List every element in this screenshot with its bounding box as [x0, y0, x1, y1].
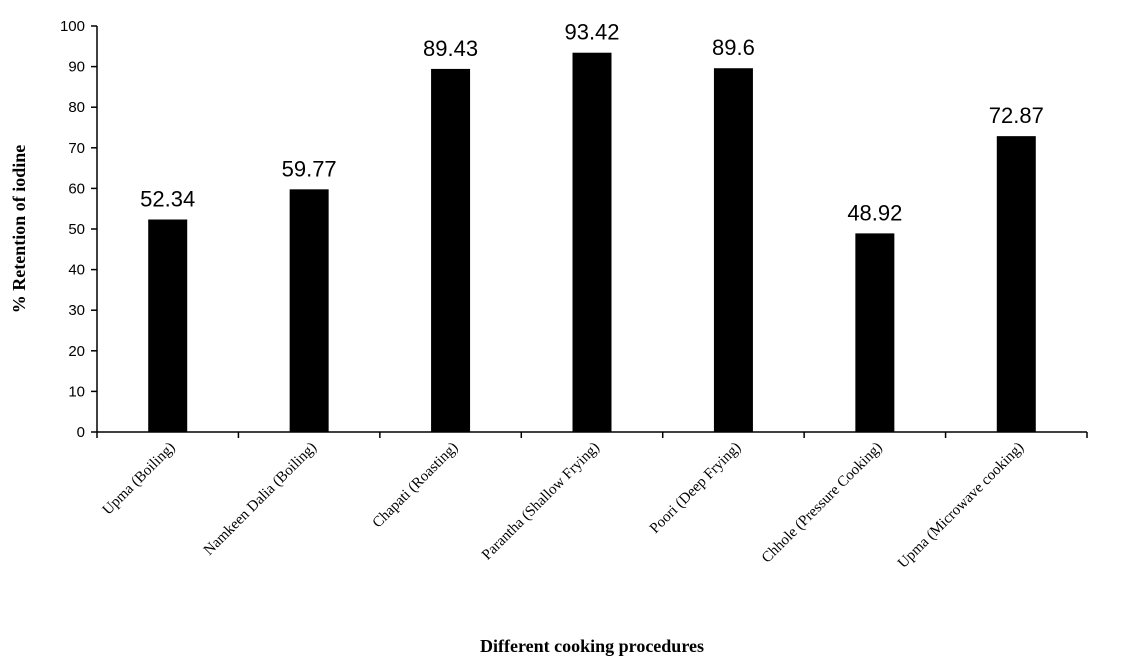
bar — [289, 189, 329, 432]
x-axis-category-labels: Upma (Boiling) Namkeen Dalia (Boiling) Cha… — [100, 440, 1027, 572]
category-label: Upma (Microwave cooking) — [895, 440, 1027, 572]
bar — [855, 233, 895, 432]
data-label: 48.92 — [847, 200, 902, 225]
bar — [713, 68, 753, 432]
y-tick-label: 30 — [68, 302, 85, 319]
y-tick-label: 60 — [68, 180, 85, 197]
bar — [996, 136, 1036, 432]
data-label: 93.42 — [564, 20, 619, 45]
y-tick-label: 10 — [68, 383, 85, 400]
category-label: Parantha (Shallow Frying) — [479, 440, 603, 564]
y-tick-label: 70 — [68, 140, 85, 157]
category-label: Chhole (Pressure Cooking) — [759, 440, 886, 567]
bar — [572, 52, 612, 432]
y-tick-label: 50 — [68, 221, 85, 238]
category-label: Upma (Boiling) — [100, 440, 179, 519]
y-axis-tick-labels: 0 10 20 30 40 50 60 70 80 90 100 — [60, 18, 85, 441]
data-label: 59.77 — [282, 156, 337, 181]
y-tick-label: 80 — [68, 99, 85, 116]
bars — [148, 52, 1036, 433]
data-label: 89.6 — [712, 35, 755, 60]
y-tick-label: 100 — [60, 18, 85, 35]
category-label: Poori (Deep Frying) — [647, 440, 744, 537]
data-label: 72.87 — [989, 103, 1044, 128]
y-axis-ticks — [91, 25, 97, 433]
y-tick-label: 40 — [68, 262, 85, 279]
y-tick-label: 90 — [68, 59, 85, 76]
x-axis-title: Different cooking procedures — [480, 636, 704, 656]
y-tick-label: 0 — [77, 424, 85, 441]
y-axis-title: % Retention of iodine — [9, 145, 29, 314]
y-tick-label: 20 — [68, 343, 85, 360]
data-labels: 52.34 59.77 89.43 93.42 89.6 48.92 72.87 — [140, 20, 1044, 226]
x-axis-ticks — [96, 432, 1088, 438]
data-label: 52.34 — [140, 186, 195, 211]
category-label: Chapati (Roasting) — [370, 440, 462, 532]
data-label: 89.43 — [423, 36, 478, 61]
category-label: Namkeen Dalia (Boiling) — [201, 440, 320, 559]
bar — [148, 219, 188, 432]
bar — [431, 68, 471, 433]
